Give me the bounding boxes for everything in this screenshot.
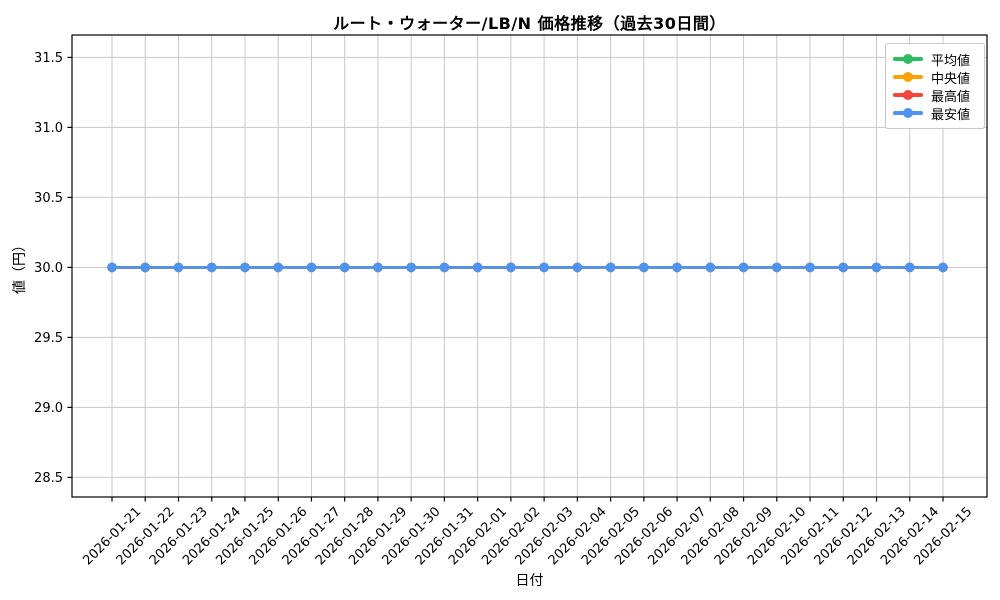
- data-point-marker: [738, 262, 749, 273]
- legend: 平均値中央値最高値最安値: [885, 43, 985, 129]
- data-point-marker: [772, 262, 782, 273]
- y-axis-label: 値（円）: [12, 238, 28, 294]
- data-point-marker: [805, 262, 815, 273]
- data-point-marker: [871, 262, 882, 273]
- chart-title: ルート・ウォーター/LB/N 価格推移（過去30日間）: [333, 14, 726, 33]
- data-point-marker: [838, 262, 849, 273]
- legend-label: 中央値: [931, 71, 971, 87]
- legend-item: 平均値: [893, 50, 977, 69]
- legend-label: 最安値: [931, 107, 971, 123]
- x-axis-label: 日付: [515, 573, 544, 589]
- y-tick-label: 29.5: [34, 331, 63, 346]
- legend-label: 最高値: [931, 89, 971, 105]
- data-point-marker: [506, 262, 516, 273]
- legend-line-marker-icon: [893, 107, 923, 119]
- data-point-marker: [672, 262, 682, 273]
- data-point-marker: [339, 262, 350, 273]
- legend-line-marker-icon: [893, 53, 923, 65]
- axes-ticks: 28.529.029.530.030.531.031.52026-01-2120…: [34, 51, 975, 568]
- plot-border: [71, 34, 988, 498]
- data-point-marker: [572, 262, 583, 273]
- data-point-marker: [605, 262, 616, 273]
- data-point-marker: [306, 262, 317, 273]
- y-tick-label: 29.0: [34, 401, 63, 416]
- legend-item: 最高値: [893, 86, 977, 105]
- data-point-marker: [439, 262, 450, 273]
- data-point-marker: [273, 262, 284, 273]
- legend-item: 中央値: [893, 68, 977, 87]
- y-tick-label: 28.5: [34, 471, 63, 486]
- data-point-marker: [705, 262, 716, 273]
- y-tick-label: 31.0: [34, 121, 63, 136]
- data-point-marker: [539, 262, 549, 273]
- data-point-marker: [173, 262, 184, 273]
- data-point-marker: [140, 262, 151, 273]
- data-point-marker: [406, 262, 416, 273]
- y-tick-label: 30.0: [34, 261, 63, 276]
- data-point-marker: [639, 262, 649, 273]
- data-point-marker: [373, 262, 383, 273]
- legend-line-marker-icon: [893, 89, 923, 101]
- y-tick-label: 30.5: [34, 191, 63, 206]
- y-tick-label: 31.5: [34, 51, 63, 66]
- data-point-marker: [938, 262, 948, 273]
- legend-item: 最安値: [893, 104, 977, 123]
- series-最安値: [107, 262, 948, 273]
- data-point-marker: [904, 262, 915, 273]
- data-point-marker: [206, 262, 217, 273]
- data-point-marker: [240, 262, 250, 273]
- data-point-marker: [472, 262, 483, 273]
- legend-label: 平均値: [931, 53, 971, 69]
- data-point-marker: [107, 262, 117, 273]
- legend-line-marker-icon: [893, 71, 923, 83]
